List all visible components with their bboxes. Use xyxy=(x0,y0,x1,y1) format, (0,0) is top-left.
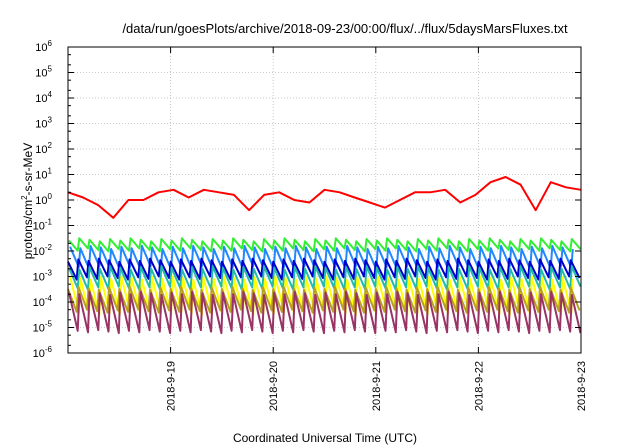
series-line xyxy=(68,290,582,335)
y-tick-label: 104 xyxy=(35,90,52,105)
y-tick-label: 103 xyxy=(35,116,52,131)
y-tick-label: 105 xyxy=(35,65,52,80)
series-line xyxy=(68,265,582,291)
y-tick-label: 10-5 xyxy=(33,320,53,335)
series-line xyxy=(67,176,582,219)
x-axis-label: Coordinated Universal Time (UTC) xyxy=(233,431,417,445)
y-tick-label: 10-2 xyxy=(33,243,53,258)
series-line xyxy=(69,244,574,271)
y-tick-label: 10-6 xyxy=(33,345,53,360)
y-axis: 10-6 10-5 10-4 10-3 10-2 10-1 100 101 102 103 104 1… xyxy=(33,39,581,360)
chart-title: /data/run/goesPlots/archive/2018-09-23/0… xyxy=(122,21,568,36)
y-tick-label: 106 xyxy=(35,39,52,54)
y-tick-label: 101 xyxy=(35,167,52,182)
x-tick-label: 2018-9-22 xyxy=(473,361,485,411)
y-tick-label: 10-4 xyxy=(33,294,53,309)
series-lines xyxy=(67,176,582,335)
x-tick-label: 2018-9-19 xyxy=(166,361,178,411)
y-tick-label: 10-3 xyxy=(33,269,53,284)
series-line xyxy=(67,257,581,281)
y-axis-label: protons/cm2-s-sr-MeV xyxy=(20,143,35,259)
y-tick-label: 100 xyxy=(35,192,52,207)
x-tick-label: 2018-9-23 xyxy=(576,361,588,411)
y-tick-label: 10-1 xyxy=(33,218,53,233)
y-tick-label: 102 xyxy=(35,141,52,156)
series-line xyxy=(67,285,581,314)
x-tick-label: 2018-9-20 xyxy=(268,361,280,411)
series-line xyxy=(68,237,582,253)
x-tick-label: 2018-9-21 xyxy=(371,361,383,411)
x-axis: 2018-9-19 2018-9-20 2018-9-21 2018-9-22 2018… xyxy=(166,47,588,411)
